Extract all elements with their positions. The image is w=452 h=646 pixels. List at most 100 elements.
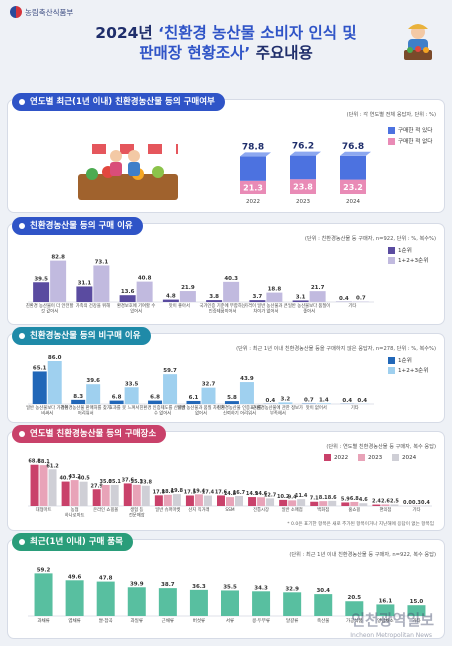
value-label: 3.2 — [281, 396, 291, 402]
bar-top-face — [290, 151, 321, 156]
bar-1+2+3순위 — [309, 291, 326, 302]
value-label: 61.2 — [46, 463, 59, 469]
value-label: 2.6 — [381, 498, 390, 504]
bar-1+2+3순위 — [86, 384, 101, 404]
value-label: 8.6 — [328, 495, 337, 501]
legend-2024: 2024 — [392, 454, 416, 461]
purchase-by-year-chart: 78.8 21.3 2022 76.2 23.8 2023 76.8 23.2 2024 — [240, 142, 371, 205]
bar-2023 — [101, 485, 110, 506]
section-header: 연도별 친환경농산물 등의 구매장소 — [12, 425, 167, 443]
value-label: 17.5 — [184, 490, 197, 496]
section-purchase-places: 연도별 친환경농산물 등의 구매장소 (단위 : 연도별 친환경농산물 등 구매… — [8, 425, 444, 530]
bar-2024 — [79, 481, 88, 506]
value-label: 47.8 — [99, 576, 113, 582]
value-label: 16.1 — [379, 598, 393, 604]
category-label: 어려워서 — [78, 409, 94, 416]
value-label: 39.6 — [86, 378, 100, 384]
bar-1순위 — [292, 300, 309, 302]
value-label: 3.7 — [253, 294, 263, 300]
value-label: 33.8 — [140, 480, 153, 486]
category-label: 환경보호에 기여할 수 — [117, 302, 155, 309]
bar-2022 — [61, 481, 70, 506]
value-label: 18.6 — [162, 489, 175, 495]
value-label: 31.1 — [78, 280, 92, 286]
legend-label: 1순위 — [398, 248, 412, 254]
category-label: 친환경농산물에 관한 정보가 — [253, 404, 303, 411]
value-label: 32.9 — [285, 586, 299, 592]
legend-label: 2022 — [334, 454, 349, 461]
bar-item — [127, 587, 146, 616]
value-label: 4.8 — [166, 294, 176, 300]
value-label: 40.7 — [59, 476, 72, 482]
value-label: 59.7 — [163, 368, 177, 374]
bar-1순위 — [148, 400, 163, 404]
legend-swatch-rank123 — [388, 256, 395, 264]
value-label: 49.6 — [68, 574, 82, 580]
section-note: * 0.0은 표기한 항목은 새로 추가된 항목이거나 지난해에 응답이 없는 … — [287, 522, 434, 527]
legend-label: 1+2+3순위 — [398, 368, 429, 374]
value-label: 14.8 — [224, 491, 237, 497]
category-label: 것 같아서 — [41, 307, 58, 314]
value-label: 8.3 — [73, 394, 83, 400]
category-label: 맛이 없어서 — [306, 404, 327, 411]
category-label: 근채류 — [162, 617, 174, 624]
value-label: 1.4 — [319, 397, 329, 403]
category-label: SSM — [225, 507, 234, 513]
bar-not-bought — [240, 180, 266, 194]
section-unit: (단위 : 친환경농산물 등 구매자, n=922, 단위 : %, 복수%) — [304, 236, 436, 242]
legend-not-bought: 구매한 적 없다 — [388, 137, 432, 145]
bar-1+2+3순위 — [93, 265, 110, 302]
category-label: 대형마트 — [36, 506, 52, 513]
category-label: 기타 — [348, 302, 356, 309]
bar-item — [189, 589, 208, 616]
bar-2024 — [203, 495, 212, 506]
value-label: 2.5 — [390, 499, 399, 505]
value-label: 17.6 — [215, 489, 228, 495]
market-illustration-icon — [78, 144, 178, 200]
bar-1+2+3순위 — [47, 361, 62, 404]
bar-top-face — [240, 152, 271, 157]
category-label: 양념채소 — [377, 617, 394, 624]
legend-swatch-2022 — [324, 454, 331, 461]
legend-rank123: 1+2+3순위 — [388, 256, 428, 264]
bar-1+2+3순위 — [179, 291, 196, 302]
value-label: 6.1 — [189, 395, 199, 401]
value-label: 82.8 — [51, 255, 65, 261]
legend-label: 2024 — [402, 454, 417, 461]
bar-item — [376, 604, 395, 616]
value-label: 11.4 — [295, 493, 308, 499]
category-label: 축산물 — [317, 617, 329, 624]
value-label: 17.4 — [202, 490, 215, 496]
legend-2023: 2023 — [358, 454, 382, 461]
category-label: 홈쇼핑 — [348, 506, 360, 513]
legend-label: 1순위 — [398, 358, 412, 364]
category-label: 친환경농산물 판매처를 찾기 — [61, 404, 111, 411]
bar-2023 — [194, 494, 203, 506]
section-header: 친환경농산물 등의 비구매 이유 — [12, 327, 151, 345]
value-label: 19.8 — [171, 488, 184, 494]
bar-bought — [340, 155, 366, 180]
section-unit: (단위 : 각 연도별 전체 응답자, 단위 : %) — [346, 112, 436, 118]
legend-swatch-rank123 — [388, 366, 395, 374]
bar-2022 — [341, 502, 350, 506]
ministry-emblem-icon — [10, 6, 22, 18]
category-label: 부족해서 — [270, 409, 286, 416]
bar-item — [314, 594, 333, 616]
bar-2024 — [141, 485, 150, 506]
value-label: 39.5 — [34, 276, 48, 282]
value-label-bought: 76.8 — [342, 142, 364, 152]
category-label: 친환경농산물 인증표시를 — [217, 404, 262, 411]
bar-2023 — [132, 484, 141, 506]
category-label: 친환경 인증제도를 신뢰할 — [139, 404, 185, 411]
category-label: 일반 농산물보다 가격이 — [26, 404, 68, 411]
value-label: 19.4 — [193, 488, 206, 494]
section-unit: (단위 : 연도별 친환경농산물 등 구매자, 복수 응답) — [326, 444, 436, 450]
bar-1+2+3순위 — [239, 382, 254, 404]
category-label: 과일류 — [131, 617, 143, 624]
legend-swatch-not-bought — [388, 137, 395, 145]
category-label: 달걀류 — [286, 617, 298, 624]
bar-2022 — [279, 499, 288, 506]
watermark-subtitle: Incheon Metropolitan News — [350, 632, 432, 639]
legend-rank1: 1순위 — [388, 246, 412, 254]
category-label: 좋아서 — [303, 307, 315, 314]
